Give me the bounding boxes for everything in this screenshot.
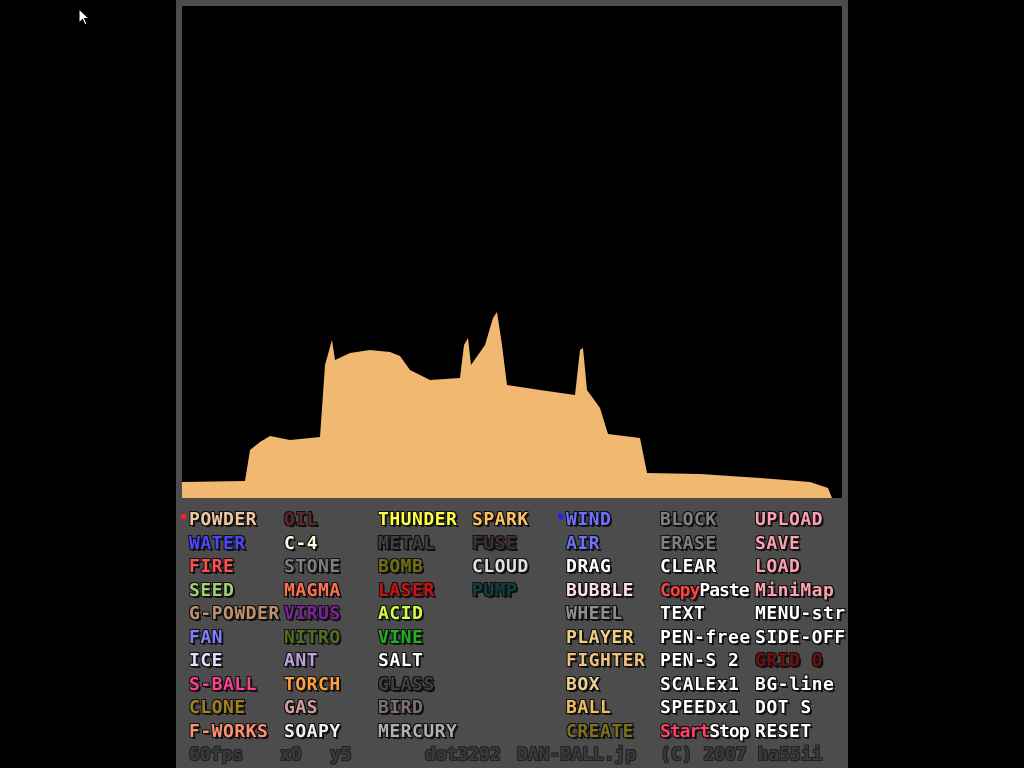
simulation-canvas[interactable] [182,6,842,498]
menu-button-grid-0[interactable]: GRID 0 [755,650,824,671]
status-y: y5 [330,744,352,765]
menu-button-glass[interactable]: GLASS [378,673,435,695]
menu-button-spark[interactable]: SPARK [472,509,529,530]
menu-button-water[interactable]: WATER [189,532,246,554]
menu-button-side-off[interactable]: SIDE-OFF [755,626,846,648]
menu-button-gas[interactable]: GAS [284,697,319,718]
menu-button-erase[interactable]: ERASE [660,532,717,554]
menu-button-oil[interactable]: OIL [284,509,319,530]
menu-button-startstop[interactable]: StartStop [660,720,750,742]
menu-button-c-4[interactable]: C-4 [284,532,319,554]
menu-button-bird[interactable]: BIRD [378,697,424,718]
menu-button-menu-str[interactable]: MENU-str [755,603,846,624]
menu-button-dot-s[interactable]: DOT S [755,697,812,718]
menu-button-ice[interactable]: ICE [189,650,224,671]
menu-button-vine[interactable]: VINE [378,626,424,648]
menu-button-minimap[interactable]: MiniMap [755,579,835,601]
menu-button-ant[interactable]: ANT [284,650,319,671]
menu-button-nitro[interactable]: NITRO [284,626,341,648]
mouse-cursor-icon [79,9,91,26]
menu-button-clone[interactable]: CLONE [189,697,246,718]
menu-button-bubble[interactable]: BUBBLE [566,579,635,601]
menu-button-s-ball[interactable]: S-BALL [189,673,258,695]
menu-button-fire[interactable]: FIRE [189,556,235,577]
menu-button-thunder[interactable]: THUNDER [378,509,458,530]
menu-button-pump[interactable]: PUMP [472,579,518,601]
menu-button-mercury[interactable]: MERCURY [378,720,458,742]
menu-button-cloud[interactable]: CLOUD [472,556,529,577]
menu-button-magma[interactable]: MAGMA [284,579,341,601]
menu-button-torch[interactable]: TORCH [284,673,341,695]
menu-button-copy[interactable]: Copy [660,579,700,601]
menu-button-player[interactable]: PLAYER [566,626,635,648]
menu-button-air[interactable]: AIR [566,532,601,554]
menu-button-save[interactable]: SAVE [755,532,801,554]
menu-button-f-works[interactable]: F-WORKS [189,720,269,742]
status-x: x0 [280,744,302,765]
status-fps: 60fps [189,744,244,765]
powder-pile [182,312,832,498]
status-copyright: (C) 2007 ha55ii [660,744,823,765]
game-window: POWDER WATER FIRE SEED G-POWDER FAN ICE S-BALL C… [176,0,848,768]
menu-button-paste[interactable]: Paste [699,579,749,601]
menu-button-pen-s-2[interactable]: PEN-S 2 [660,650,740,671]
menu-button-load[interactable]: LOAD [755,556,801,577]
menu-button-bg-line[interactable]: BG-line [755,673,835,695]
menu-button-salt[interactable]: SALT [378,650,424,671]
menu-button-text[interactable]: TEXT [660,603,706,624]
menu-button-seed[interactable]: SEED [189,579,235,601]
menu-button-pen-free[interactable]: PEN-free [660,626,751,648]
selected-indicator [558,514,563,519]
menu-button-ball[interactable]: BALL [566,697,612,718]
menu-button-stone[interactable]: STONE [284,556,341,577]
menu-button-scalex1[interactable]: SCALEx1 [660,673,740,695]
menu-button-fuse[interactable]: FUSE [472,532,518,554]
menu-button-powder[interactable]: POWDER [189,509,258,530]
menu-button-bomb[interactable]: BOMB [378,556,424,577]
menu-button-start[interactable]: Start [660,720,710,742]
selected-indicator [181,514,186,519]
menu-button-wheel[interactable]: WHEEL [566,603,623,624]
menu-button-reset[interactable]: RESET [755,720,812,742]
menu-button-speedx1[interactable]: SPEEDx1 [660,697,740,718]
menu-button-create[interactable]: CREATE [566,720,635,742]
menu-button-upload[interactable]: UPLOAD [755,509,824,530]
menu-button-block[interactable]: BLOCK [660,509,717,530]
menu-button-soapy[interactable]: SOAPY [284,720,341,742]
menu-button-virus[interactable]: VIRUS [284,603,341,624]
menu-button-drag[interactable]: DRAG [566,556,612,577]
menu-button-stop[interactable]: Stop [709,720,749,742]
menu-button-laser[interactable]: LASER [378,579,435,601]
status-site: DAN-BALL.jp [517,744,637,765]
menu-button-fighter[interactable]: FIGHTER [566,650,646,671]
menu-button-copypaste[interactable]: CopyPaste [660,579,750,601]
menu-button-acid[interactable]: ACID [378,603,424,624]
status-dots: dot3292 [425,744,501,765]
menu-button-fan[interactable]: FAN [189,626,224,648]
menu-button-wind[interactable]: WIND [566,509,612,530]
menu-button-g-powder[interactable]: G-POWDER [189,603,280,624]
menu-button-metal[interactable]: METAL [378,532,435,554]
menu-button-clear[interactable]: CLEAR [660,556,717,577]
menu-button-box[interactable]: BOX [566,673,601,695]
